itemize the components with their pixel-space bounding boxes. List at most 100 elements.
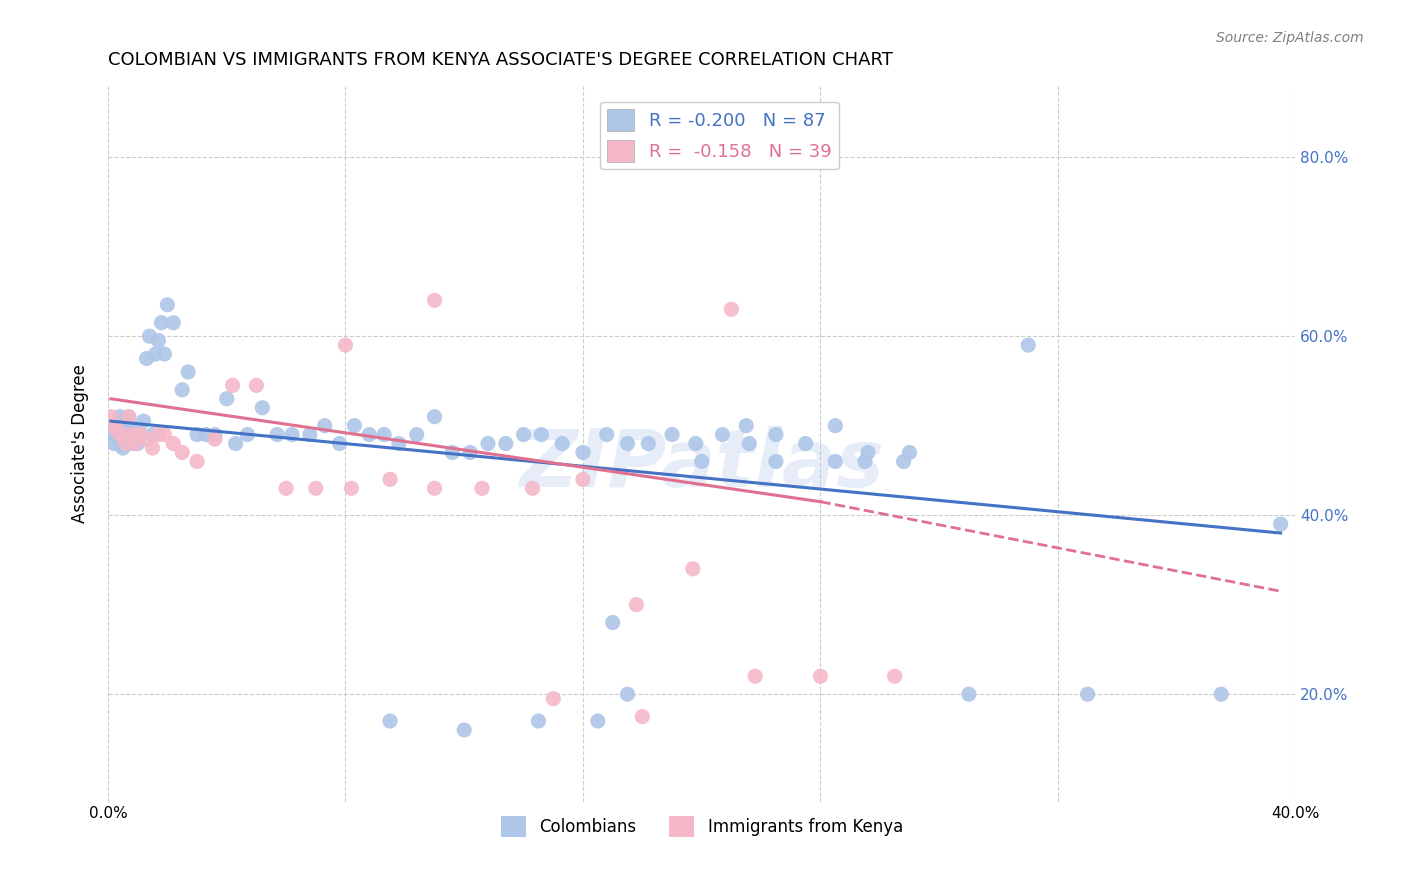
- Point: [378, 714, 401, 728]
- Point: [274, 481, 297, 495]
- Point: [477, 436, 499, 450]
- Point: [631, 709, 654, 723]
- Point: [551, 436, 574, 450]
- Point: [186, 454, 208, 468]
- Point: [236, 427, 259, 442]
- Point: [853, 454, 876, 468]
- Point: [898, 445, 921, 459]
- Point: [135, 351, 157, 366]
- Point: [373, 427, 395, 442]
- Point: [127, 436, 149, 450]
- Point: [118, 409, 141, 424]
- Point: [252, 401, 274, 415]
- Point: [103, 436, 125, 450]
- Point: [129, 427, 152, 442]
- Point: [204, 432, 226, 446]
- Point: [495, 436, 517, 450]
- Point: [335, 338, 357, 352]
- Point: [883, 669, 905, 683]
- Point: [124, 436, 146, 450]
- Point: [172, 445, 194, 459]
- Legend: Colombians, Immigrants from Kenya: Colombians, Immigrants from Kenya: [494, 810, 910, 843]
- Point: [118, 436, 141, 450]
- Point: [957, 687, 980, 701]
- Point: [108, 409, 131, 424]
- Point: [530, 427, 553, 442]
- Point: [114, 414, 136, 428]
- Point: [423, 409, 446, 424]
- Point: [100, 427, 122, 442]
- Point: [186, 427, 208, 442]
- Point: [105, 427, 128, 442]
- Point: [145, 347, 167, 361]
- Point: [225, 436, 247, 450]
- Point: [626, 598, 648, 612]
- Point: [135, 432, 157, 446]
- Point: [121, 427, 143, 442]
- Point: [124, 436, 146, 450]
- Point: [245, 378, 267, 392]
- Point: [711, 427, 734, 442]
- Point: [405, 427, 427, 442]
- Point: [744, 669, 766, 683]
- Point: [121, 418, 143, 433]
- Point: [572, 472, 595, 486]
- Point: [194, 427, 217, 442]
- Point: [810, 669, 832, 683]
- Point: [343, 418, 366, 433]
- Point: [765, 427, 787, 442]
- Point: [127, 427, 149, 442]
- Point: [824, 454, 846, 468]
- Point: [298, 427, 321, 442]
- Point: [103, 418, 125, 433]
- Point: [856, 445, 879, 459]
- Point: [100, 409, 122, 424]
- Point: [138, 329, 160, 343]
- Point: [148, 334, 170, 348]
- Point: [105, 418, 128, 433]
- Point: [893, 454, 915, 468]
- Point: [114, 436, 136, 450]
- Point: [1017, 338, 1039, 352]
- Point: [423, 481, 446, 495]
- Point: [423, 293, 446, 308]
- Point: [204, 427, 226, 442]
- Point: [153, 347, 176, 361]
- Point: [103, 418, 125, 433]
- Point: [690, 454, 713, 468]
- Point: [586, 714, 609, 728]
- Point: [108, 427, 131, 442]
- Point: [340, 481, 363, 495]
- Point: [141, 441, 163, 455]
- Point: [328, 436, 350, 450]
- Point: [458, 445, 481, 459]
- Point: [661, 427, 683, 442]
- Point: [221, 378, 243, 392]
- Point: [132, 414, 155, 428]
- Point: [1077, 687, 1099, 701]
- Point: [305, 481, 328, 495]
- Point: [111, 441, 134, 455]
- Point: [114, 427, 136, 442]
- Point: [105, 423, 128, 437]
- Point: [153, 427, 176, 442]
- Point: [1270, 517, 1292, 532]
- Point: [685, 436, 707, 450]
- Point: [121, 427, 143, 442]
- Point: [616, 436, 638, 450]
- Point: [172, 383, 194, 397]
- Point: [512, 427, 534, 442]
- Point: [616, 687, 638, 701]
- Point: [281, 427, 304, 442]
- Point: [471, 481, 494, 495]
- Y-axis label: Associate's Degree: Associate's Degree: [72, 364, 89, 523]
- Point: [720, 302, 742, 317]
- Point: [111, 423, 134, 437]
- Point: [1211, 687, 1233, 701]
- Point: [596, 427, 619, 442]
- Point: [543, 691, 565, 706]
- Point: [124, 427, 146, 442]
- Point: [735, 418, 758, 433]
- Point: [177, 365, 200, 379]
- Point: [162, 316, 184, 330]
